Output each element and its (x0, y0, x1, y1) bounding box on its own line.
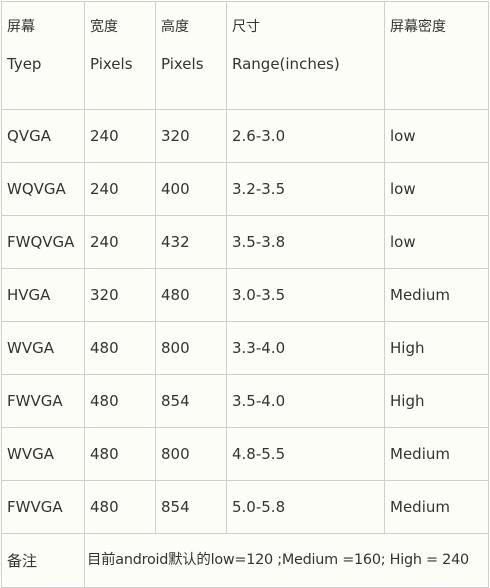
cell-type: FWVGA (1, 374, 85, 428)
cell-type: WVGA (1, 321, 85, 375)
cell-size: 2.6-3.0 (226, 109, 385, 163)
table-row: FWVGA 480 854 5.0-5.8 Medium (1, 480, 489, 534)
cell-height: 800 (155, 427, 227, 481)
cell-size: 3.2-3.5 (226, 162, 385, 216)
header-line2: Pixels (161, 55, 204, 73)
cell-width: 240 (84, 109, 156, 163)
cell-width: 240 (84, 162, 156, 216)
cell-density: Medium (384, 480, 489, 534)
cell-size: 3.5-3.8 (226, 215, 385, 269)
cell-width: 480 (84, 374, 156, 428)
header-row: 屏幕 Tyep 宽度 Pixels 高度 Pixels 尺寸 Range(inc… (1, 1, 489, 110)
header-line2: Pixels (90, 55, 133, 73)
header-cell-size: 尺寸 Range(inches) (226, 1, 385, 110)
header-line1: 宽度 (90, 19, 118, 35)
header-cell-width: 宽度 Pixels (84, 1, 156, 110)
cell-height: 854 (155, 480, 227, 534)
cell-size: 3.3-4.0 (226, 321, 385, 375)
header-line1: 高度 (161, 19, 189, 35)
cell-density: High (384, 374, 489, 428)
cell-size: 3.0-3.5 (226, 268, 385, 322)
cell-density: low (384, 109, 489, 163)
cell-width: 320 (84, 268, 156, 322)
cell-size: 3.5-4.0 (226, 374, 385, 428)
cell-width: 480 (84, 480, 156, 534)
cell-density: High (384, 321, 489, 375)
cell-width: 480 (84, 427, 156, 481)
table-row: WQVGA 240 400 3.2-3.5 low (1, 162, 489, 216)
header-line1: 屏幕 (7, 19, 35, 35)
cell-density: Medium (384, 268, 489, 322)
note-text: 目前android默认的low=120 ;Medium =160; High =… (84, 533, 489, 588)
table-row: FWQVGA 240 432 3.5-3.8 low (1, 215, 489, 269)
cell-density: Medium (384, 427, 489, 481)
header-cell-height: 高度 Pixels (155, 1, 227, 110)
cell-type: FWVGA (1, 480, 85, 534)
cell-size: 5.0-5.8 (226, 480, 385, 534)
header-line2: Range(inches) (232, 55, 340, 73)
cell-size: 4.8-5.5 (226, 427, 385, 481)
cell-density: low (384, 215, 489, 269)
cell-height: 400 (155, 162, 227, 216)
table-row: QVGA 240 320 2.6-3.0 low (1, 109, 489, 163)
header-line1: 屏幕密度 (390, 19, 446, 35)
cell-height: 854 (155, 374, 227, 428)
header-cell-density: 屏幕密度 (384, 1, 489, 110)
cell-height: 480 (155, 268, 227, 322)
cell-type: FWQVGA (1, 215, 85, 269)
cell-height: 320 (155, 109, 227, 163)
cell-density: low (384, 162, 489, 216)
cell-type: WVGA (1, 427, 85, 481)
cell-type: QVGA (1, 109, 85, 163)
note-row: 备注 目前android默认的low=120 ;Medium =160; Hig… (1, 533, 489, 588)
table-row: FWVGA 480 854 3.5-4.0 High (1, 374, 489, 428)
cell-height: 432 (155, 215, 227, 269)
cell-width: 240 (84, 215, 156, 269)
header-line1: 尺寸 (232, 19, 260, 35)
cell-width: 480 (84, 321, 156, 375)
cell-type: WQVGA (1, 162, 85, 216)
table-row: WVGA 480 800 4.8-5.5 Medium (1, 427, 489, 481)
note-label: 备注 (1, 533, 85, 588)
cell-type: HVGA (1, 268, 85, 322)
cell-height: 800 (155, 321, 227, 375)
table-row: HVGA 320 480 3.0-3.5 Medium (1, 268, 489, 322)
table-row: WVGA 480 800 3.3-4.0 High (1, 321, 489, 375)
header-line2: Tyep (7, 55, 42, 73)
header-cell-type: 屏幕 Tyep (1, 1, 85, 110)
